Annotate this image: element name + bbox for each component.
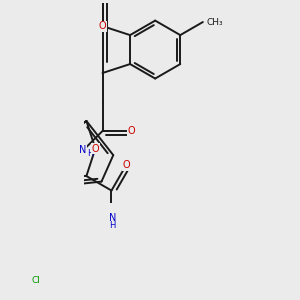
- Text: O: O: [122, 160, 130, 170]
- Text: N: N: [109, 213, 116, 223]
- Text: H: H: [87, 149, 93, 158]
- Text: O: O: [92, 143, 99, 154]
- Text: N: N: [80, 145, 87, 155]
- Text: O: O: [99, 21, 106, 31]
- Text: O: O: [128, 126, 135, 136]
- Text: CH₃: CH₃: [207, 18, 224, 27]
- Text: Cl: Cl: [32, 276, 40, 285]
- Text: H: H: [110, 221, 116, 230]
